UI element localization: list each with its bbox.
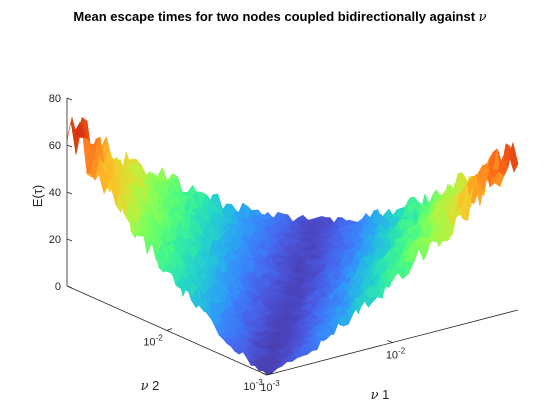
x-axis-label-symbol: ν [371,388,379,403]
x-tick-mark [387,340,393,343]
y-axis-label: ν 2 [141,378,160,394]
surface-mesh [66,117,519,375]
chart-title-text: Mean escape times for two nodes coupled … [73,9,479,24]
x-tick-label: 10-3 [260,379,280,394]
z-tick-mark [66,191,73,195]
z-tick-label: 60 [49,140,61,152]
chart-title: Mean escape times for two nodes coupled … [0,9,560,25]
y-tick-label: 10-3 [243,378,263,393]
y-axis-label-suffix: 2 [149,378,160,393]
x-axis-label-suffix: 1 [379,387,390,402]
x-tick-label: 10-2 [386,347,406,362]
axis-labels: E(τ) ν 2 ν 1 [30,185,389,403]
y-tick-mark [266,372,273,376]
y-axis-label-symbol: ν [141,379,149,394]
z-tick-label: 0 [55,281,61,293]
ticks: 0 20 40 60 80 10-3 10-2 10-3 10-2 [49,93,406,394]
x-axis-label: ν 1 [371,387,390,403]
z-tick-mark [66,238,73,242]
y-tick-label: 10-2 [143,334,163,349]
z-tick-label: 80 [49,93,61,105]
y-tick-mark [166,328,173,331]
z-tick-label: 20 [49,234,61,246]
chart-title-symbol: ν [478,10,487,25]
x-tick-mark [261,372,268,376]
z-tick-mark [66,285,73,289]
z-axis-label: E(τ) [30,185,45,207]
z-tick-mark [66,97,73,101]
z-tick-mark [66,144,73,148]
z-tick-label: 40 [49,187,61,199]
